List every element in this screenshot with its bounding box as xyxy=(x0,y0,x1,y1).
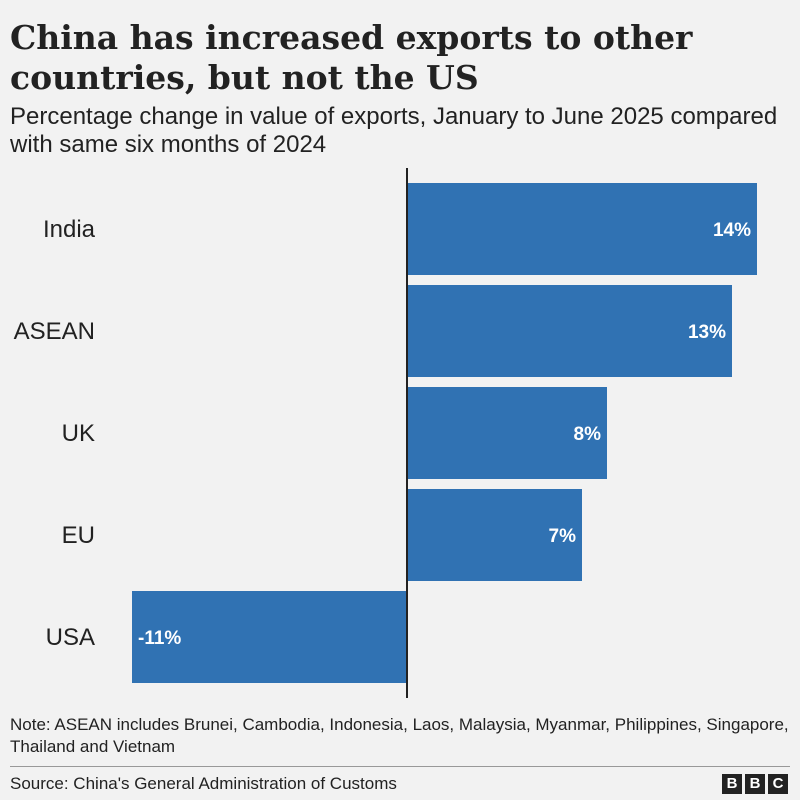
category-label-eu: EU xyxy=(62,522,95,549)
category-label-usa: USA xyxy=(46,624,95,651)
chart-subtitle: Percentage change in value of exports, J… xyxy=(10,103,778,158)
data-label-usa: -11% xyxy=(138,628,181,649)
bar-eu xyxy=(407,489,582,581)
bar-chart: India 14% ASEAN 13% UK 8% EU 7% USA -11% xyxy=(14,168,757,698)
chart-title: China has increased exports to other cou… xyxy=(10,18,693,97)
bbc-logo-letter: C xyxy=(768,774,788,794)
data-label-eu: 7% xyxy=(549,526,577,547)
bar-usa xyxy=(132,591,407,683)
category-label-india: India xyxy=(43,216,96,243)
chart-source: Source: China's General Administration o… xyxy=(10,774,397,793)
chart-note: Note: ASEAN includes Brunei, Cambodia, I… xyxy=(10,715,789,756)
bbc-logo: B B C xyxy=(722,774,788,794)
category-label-uk: UK xyxy=(62,420,95,447)
data-label-asean: 13% xyxy=(688,322,726,343)
data-label-india: 14% xyxy=(713,220,751,241)
data-label-uk: 8% xyxy=(574,424,602,445)
bar-india xyxy=(407,183,757,275)
bbc-logo-letter: B xyxy=(745,774,765,794)
bbc-logo-letter: B xyxy=(722,774,742,794)
bar-asean xyxy=(407,285,732,377)
category-label-asean: ASEAN xyxy=(14,318,95,345)
footer-divider xyxy=(10,766,790,767)
bar-uk xyxy=(407,387,607,479)
